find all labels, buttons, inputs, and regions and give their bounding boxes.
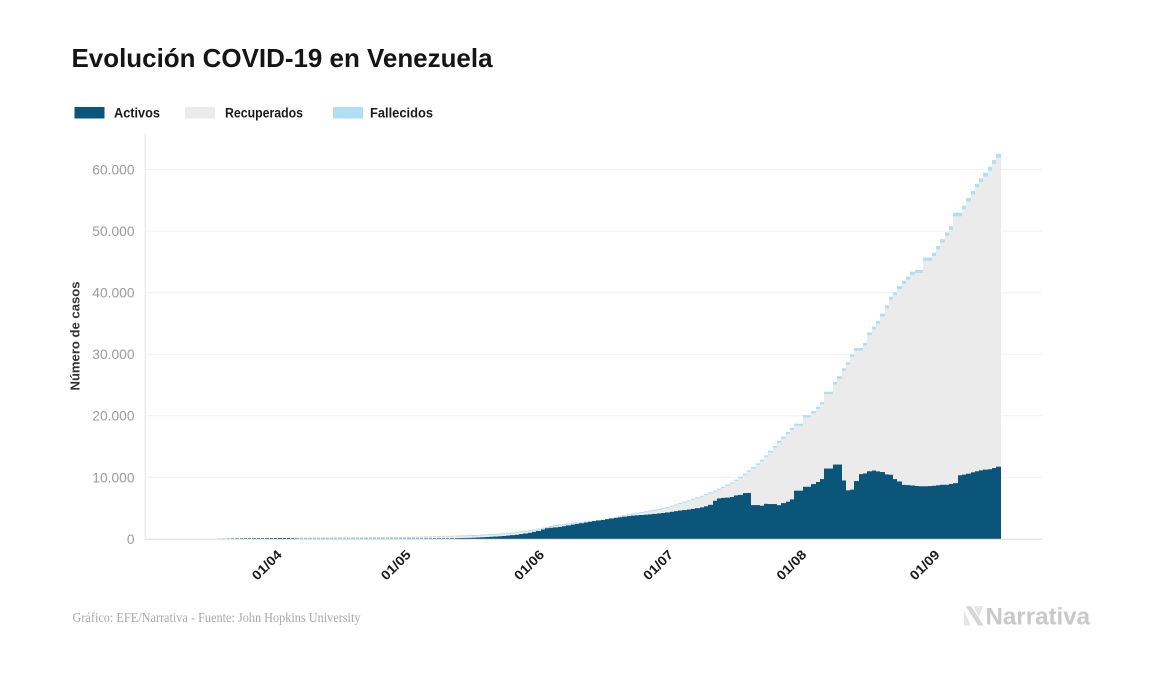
- svg-text:Evolución COVID-19 en Venezuel: Evolución COVID-19 en Venezuela: [72, 43, 494, 73]
- svg-text:30.000: 30.000: [92, 347, 135, 362]
- svg-text:Número de casos: Número de casos: [68, 282, 83, 391]
- svg-text:Narrativa: Narrativa: [986, 604, 1091, 631]
- svg-text:40.000: 40.000: [92, 286, 135, 301]
- svg-text:Fallecidos: Fallecidos: [370, 105, 433, 120]
- svg-text:50.000: 50.000: [92, 224, 135, 239]
- svg-text:Activos: Activos: [114, 105, 160, 120]
- svg-text:20.000: 20.000: [92, 409, 135, 424]
- svg-text:60.000: 60.000: [92, 163, 135, 178]
- svg-text:10.000: 10.000: [92, 470, 135, 485]
- svg-text:Recuperados: Recuperados: [225, 105, 303, 120]
- svg-text:0: 0: [127, 532, 135, 547]
- svg-text:Gráfico: EFE/Narrativa - Fuent: Gráfico: EFE/Narrativa - Fuente: John Ho…: [73, 610, 361, 625]
